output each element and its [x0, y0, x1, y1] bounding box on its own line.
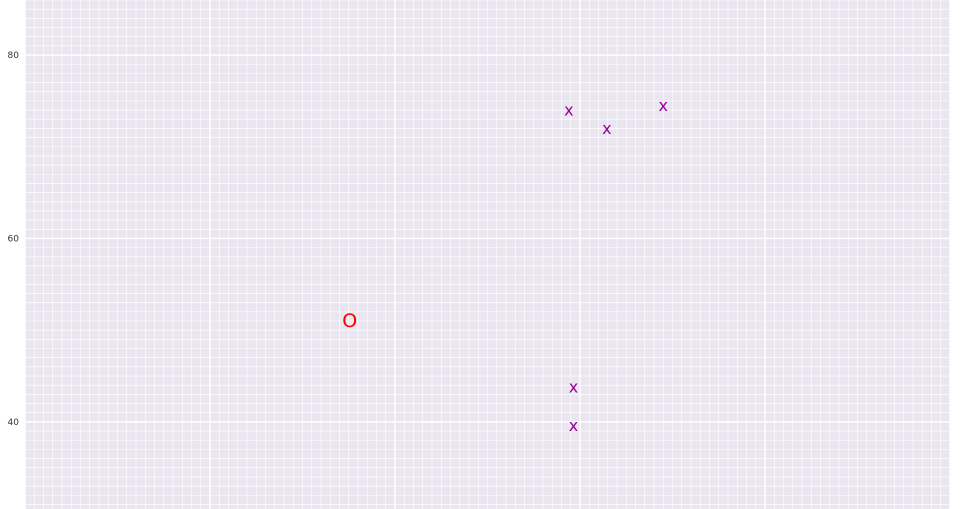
data-point-x: x	[659, 96, 668, 115]
y-tick-label: 40	[8, 418, 20, 428]
data-point-x: x	[569, 378, 578, 397]
y-tick-label: 60	[8, 234, 20, 244]
y-tick-label: 80	[8, 51, 20, 61]
minor-grid	[24, 0, 951, 509]
data-point-o: O	[342, 310, 357, 332]
major-grid	[24, 0, 951, 509]
data-point-x: x	[564, 101, 573, 120]
y-axis-ticks: 40 60 80	[8, 51, 20, 428]
data-point-x: x	[602, 119, 611, 138]
data-point-x: x	[569, 416, 578, 435]
